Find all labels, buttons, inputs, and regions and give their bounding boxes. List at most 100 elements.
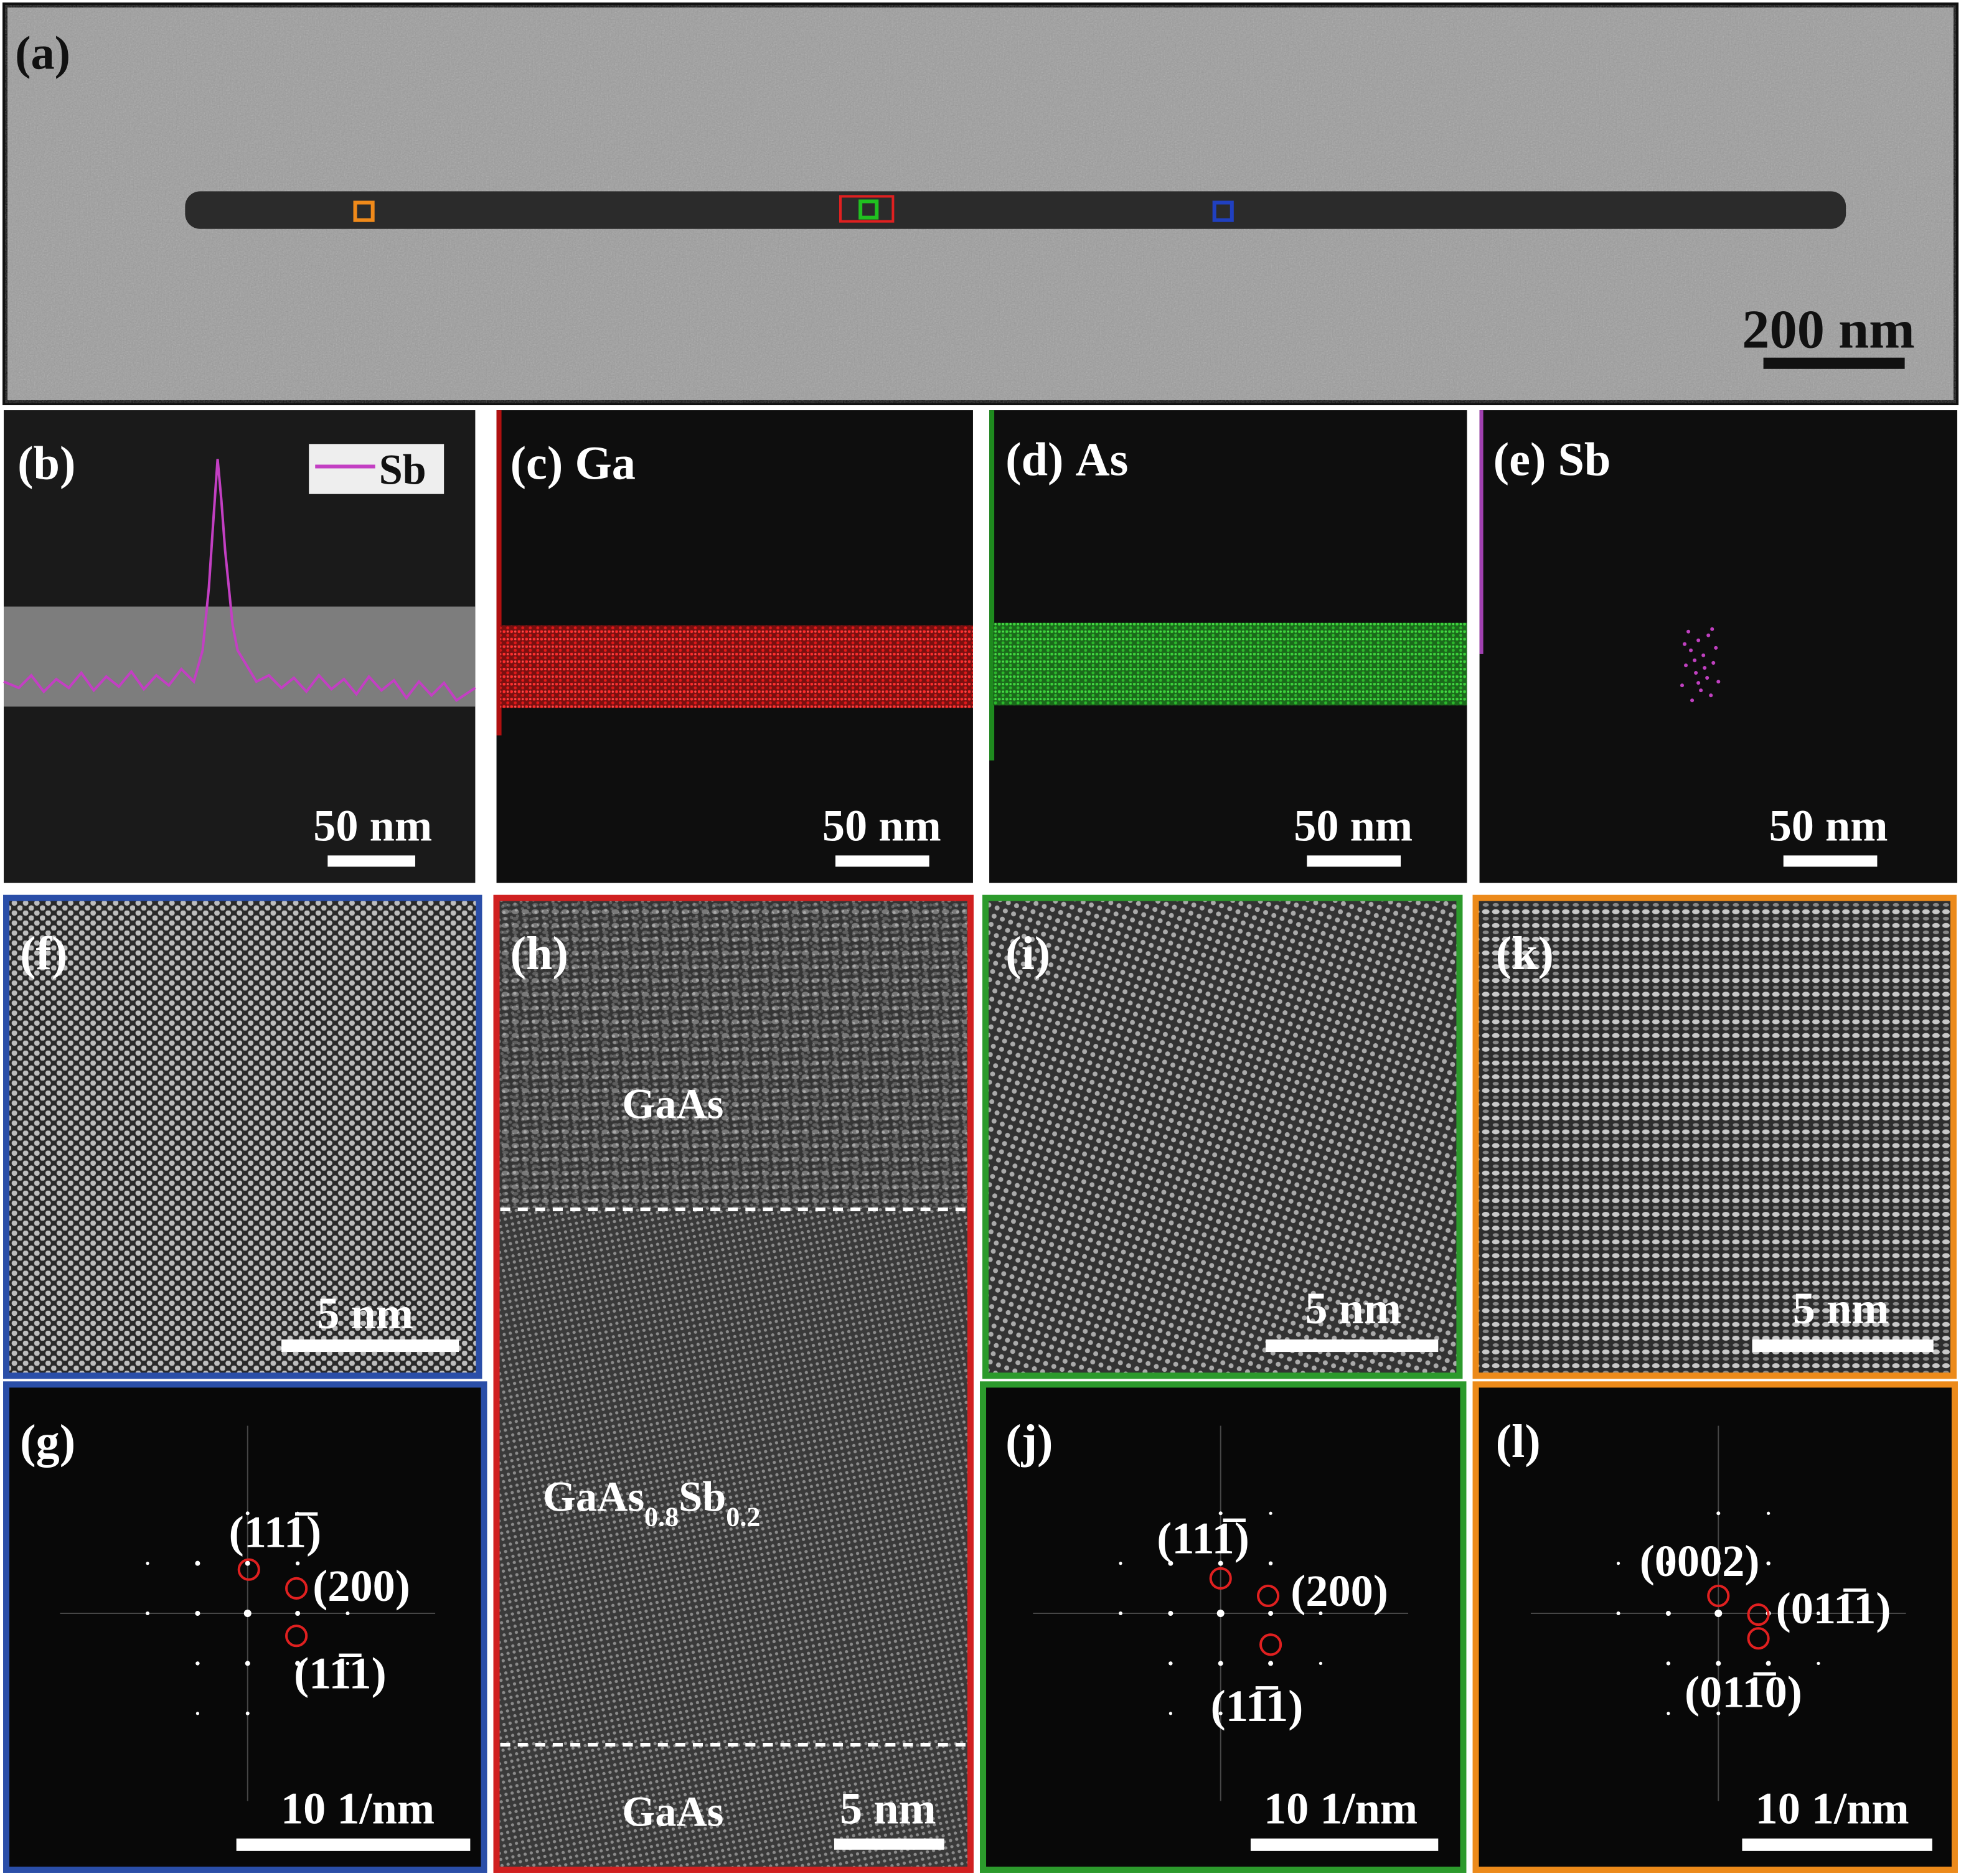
scale-bar [281, 1339, 459, 1353]
spot-index: (0002) [1640, 1536, 1760, 1586]
eds-map [1479, 410, 1957, 883]
scale-bar-label: 50 nm [313, 800, 432, 850]
as-band [993, 622, 1467, 706]
spot-marker [1259, 1633, 1282, 1656]
scale-bar [1250, 1838, 1439, 1851]
panel-b: Sb (b) 50 nm [3, 410, 476, 883]
spot-marker [237, 1558, 260, 1581]
scale-bar-label: 5 nm [840, 1784, 936, 1834]
panel-a: (a) 200 nm [2, 2, 1959, 406]
panel-label: (i) [1005, 927, 1050, 980]
panel-label: (d) [1005, 433, 1063, 486]
region-label: GaAs [622, 1080, 723, 1127]
scale-bar [327, 855, 415, 867]
panel-label: (f) [20, 927, 67, 980]
fft-image [979, 1381, 1467, 1873]
scale-bar [835, 855, 929, 867]
scale-bar [834, 1838, 944, 1850]
scale-bar-label: 5 nm [1793, 1283, 1889, 1333]
scale-bar [1763, 357, 1905, 369]
scale-bar-label: 5 nm [1305, 1283, 1401, 1333]
subscript: 0.2 [726, 1501, 760, 1532]
line-profile [3, 459, 476, 702]
scale-bar-label: 200 nm [1742, 299, 1914, 360]
panel-h: (h) GaAs GaAs0.8Sb0.2 GaAs 5 nm [493, 894, 974, 1873]
spot-marker [1209, 1567, 1232, 1590]
sb-dots [1680, 627, 1721, 703]
hrtem-image [982, 894, 1463, 1379]
scale-bar-label: 50 nm [822, 800, 941, 850]
fft-image [3, 1381, 487, 1873]
region-label: Sb [679, 1473, 726, 1520]
scale-bar [1307, 855, 1401, 867]
element-label: Sb [1558, 433, 1611, 486]
spot-index: (011̅0) [1685, 1667, 1802, 1717]
spot-marker [285, 1577, 308, 1600]
spot-marker [1707, 1584, 1730, 1607]
region-label: GaAs [622, 1788, 723, 1836]
region-marker [353, 200, 375, 222]
map-edge [1479, 410, 1484, 654]
panel-e: (e) Sb 50 nm [1479, 410, 1957, 883]
spot-index: (111̅) [229, 1508, 322, 1557]
panel-label: (a) [15, 27, 70, 80]
panel-label: (c) [510, 437, 563, 490]
scale-bar-label: 50 nm [1769, 800, 1888, 850]
panel-k: (k) 5 nm [1472, 894, 1957, 1379]
spot-index: (11̅1) [294, 1649, 387, 1699]
region-marker [839, 195, 895, 223]
panel-label: (k) [1496, 927, 1554, 980]
panel-f: (f) 5 nm [3, 894, 482, 1379]
scale-bar [1752, 1339, 1934, 1353]
legend-box [309, 444, 444, 494]
panel-j: (j) (111̅) (200) (11̅1) 10 1/nm [979, 1381, 1467, 1873]
region-marker [858, 199, 879, 220]
panel-c: (c) Ga 50 nm [496, 410, 973, 883]
panel-label: (h) [510, 927, 568, 980]
scale-bar-label: 5 nm [317, 1288, 413, 1338]
scale-bar-label: 10 1/nm [281, 1784, 435, 1834]
scale-bar [1266, 1339, 1439, 1353]
hrtem-image [1472, 894, 1957, 1379]
hrtem-image [3, 894, 482, 1379]
panel-label: (e) Sb [1493, 433, 1611, 486]
panel-l: (l) (0002) (011̅1) (011̅0) 10 1/nm [1472, 1381, 1958, 1873]
spot-index: (111̅) [1157, 1514, 1249, 1564]
element-label: As [1076, 433, 1129, 486]
spot-index: (200) [1291, 1566, 1388, 1616]
panel-label: (b) [17, 437, 75, 490]
spot-marker [1747, 1603, 1770, 1626]
spot-marker [1256, 1584, 1280, 1607]
panel-label: (l) [1496, 1415, 1541, 1468]
scale-bar-label: 10 1/nm [1264, 1784, 1418, 1834]
panel-label: (g) [20, 1415, 75, 1468]
region-label: GaAs0.8Sb0.2 [543, 1473, 761, 1532]
panel-label: (j) [1005, 1415, 1053, 1468]
map-edge [989, 410, 995, 761]
scale-bar-label: 10 1/nm [1756, 1784, 1909, 1834]
spot-index: (11̅1) [1211, 1681, 1304, 1731]
spot-index: (011̅1) [1776, 1583, 1891, 1633]
scale-bar [1742, 1838, 1932, 1851]
region-label: GaAs [543, 1473, 644, 1520]
element-label: Ga [575, 437, 636, 490]
gaas-segment [500, 901, 967, 1209]
scale-bar [1783, 855, 1878, 867]
fft-image [1472, 1381, 1958, 1873]
scale-bar [236, 1838, 471, 1851]
panel-label: (d) As [1005, 433, 1128, 486]
spot-index: (200) [313, 1561, 410, 1611]
nanowire-band [4, 606, 476, 707]
legend-label: Sb [379, 446, 426, 494]
scale-bar-label: 50 nm [1294, 800, 1413, 850]
panel-label: (e) [1493, 433, 1546, 486]
panel-g: (g) (111̅) (200) (11̅1) 10 1/nm [3, 1381, 487, 1873]
region-marker [1212, 200, 1234, 222]
panel-i: (i) 5 nm [982, 894, 1463, 1379]
panel-d: (d) As 50 nm [989, 410, 1467, 883]
ga-band [500, 625, 973, 708]
map-edge [496, 410, 502, 736]
subscript: 0.8 [644, 1501, 679, 1532]
